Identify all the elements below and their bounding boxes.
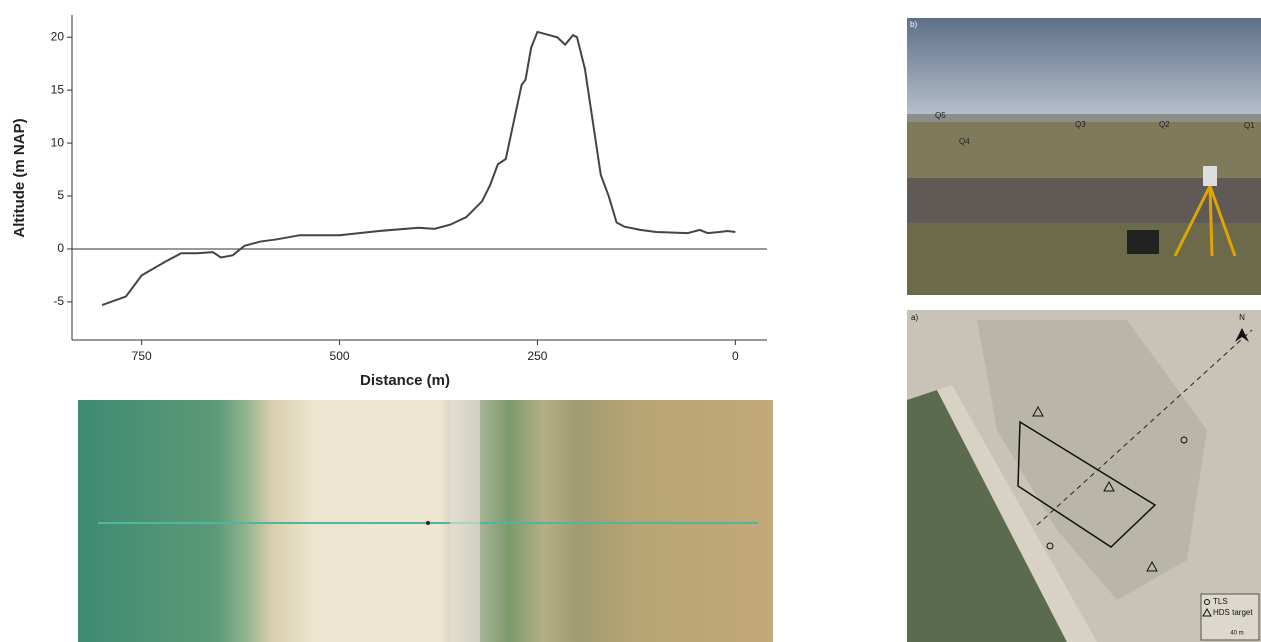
- sky: [907, 18, 1261, 116]
- north-arrow: [1235, 328, 1249, 342]
- marker-label: Q1: [1244, 121, 1255, 130]
- dune-strip: [450, 400, 480, 642]
- tripod-leg: [1208, 185, 1237, 257]
- x-axis-title: Distance (m): [360, 372, 450, 389]
- marker-label: Q2: [1159, 120, 1170, 129]
- legend-label: TLS: [1213, 597, 1228, 606]
- dunes: [907, 122, 1261, 178]
- panel-label: a): [911, 313, 918, 322]
- scanner: [1203, 166, 1217, 186]
- tripod-leg: [1208, 185, 1214, 257]
- legend-label: HDS target: [1213, 608, 1253, 617]
- y-axis-title: Altitude (m NAP): [11, 118, 28, 237]
- hds-symbol: [1103, 480, 1115, 492]
- legend-symbol: [1202, 607, 1212, 617]
- grass: [907, 223, 1261, 295]
- beach-edge: [937, 385, 1097, 642]
- y-tick-label: 10: [51, 135, 65, 149]
- field-photo-svg: b) Q5 Q4 Q3 Q2 Q1: [907, 18, 1261, 295]
- site-map-svg: N a) TLS HDS target 40 m: [907, 310, 1261, 642]
- panel-label: b): [910, 20, 917, 29]
- y-tick-label: 15: [51, 82, 65, 96]
- x-tick-label: 0: [732, 349, 739, 363]
- tripod-leg: [1173, 185, 1212, 257]
- marker-label: Q4: [959, 137, 970, 146]
- hds-symbol: [1146, 560, 1158, 572]
- transect-point: [426, 521, 430, 525]
- marker-label: Q3: [1075, 120, 1086, 129]
- profile-chart: Altitude (m NAP) Distance (m) -5 0 5 10 15 20…: [11, 15, 767, 389]
- x-tick-label: 750: [132, 349, 152, 363]
- vegetation: [907, 390, 1067, 642]
- legend-symbol: [1204, 599, 1210, 605]
- profile-line: [101, 30, 736, 307]
- scale-label: 40 m: [1230, 631, 1243, 637]
- equipment-case: [1127, 230, 1159, 254]
- aerial-overlay: [98, 400, 758, 642]
- sea: [907, 114, 1261, 122]
- aerial-photo: [78, 400, 773, 642]
- hds-symbol: [1032, 405, 1044, 417]
- study-box: [1017, 420, 1157, 548]
- marker-label: Q5: [935, 111, 946, 120]
- y-tick-label: 0: [57, 241, 64, 255]
- x-tick-label: 250: [527, 349, 547, 363]
- site-map: N a) TLS HDS target 40 m: [907, 310, 1261, 642]
- map-legend: [1200, 593, 1260, 641]
- y-tick-label: 5: [57, 188, 64, 202]
- north-label: N: [1239, 313, 1245, 322]
- scan-line: [1036, 329, 1253, 526]
- dune-area: [977, 320, 1207, 600]
- y-tick-label: 20: [51, 29, 65, 43]
- tls-symbol: [1180, 436, 1188, 444]
- tls-symbol: [1046, 542, 1054, 550]
- x-tick-label: 500: [330, 349, 350, 363]
- y-tick-label: -5: [53, 294, 64, 308]
- field-photo: b) Q5 Q4 Q3 Q2 Q1: [907, 18, 1261, 295]
